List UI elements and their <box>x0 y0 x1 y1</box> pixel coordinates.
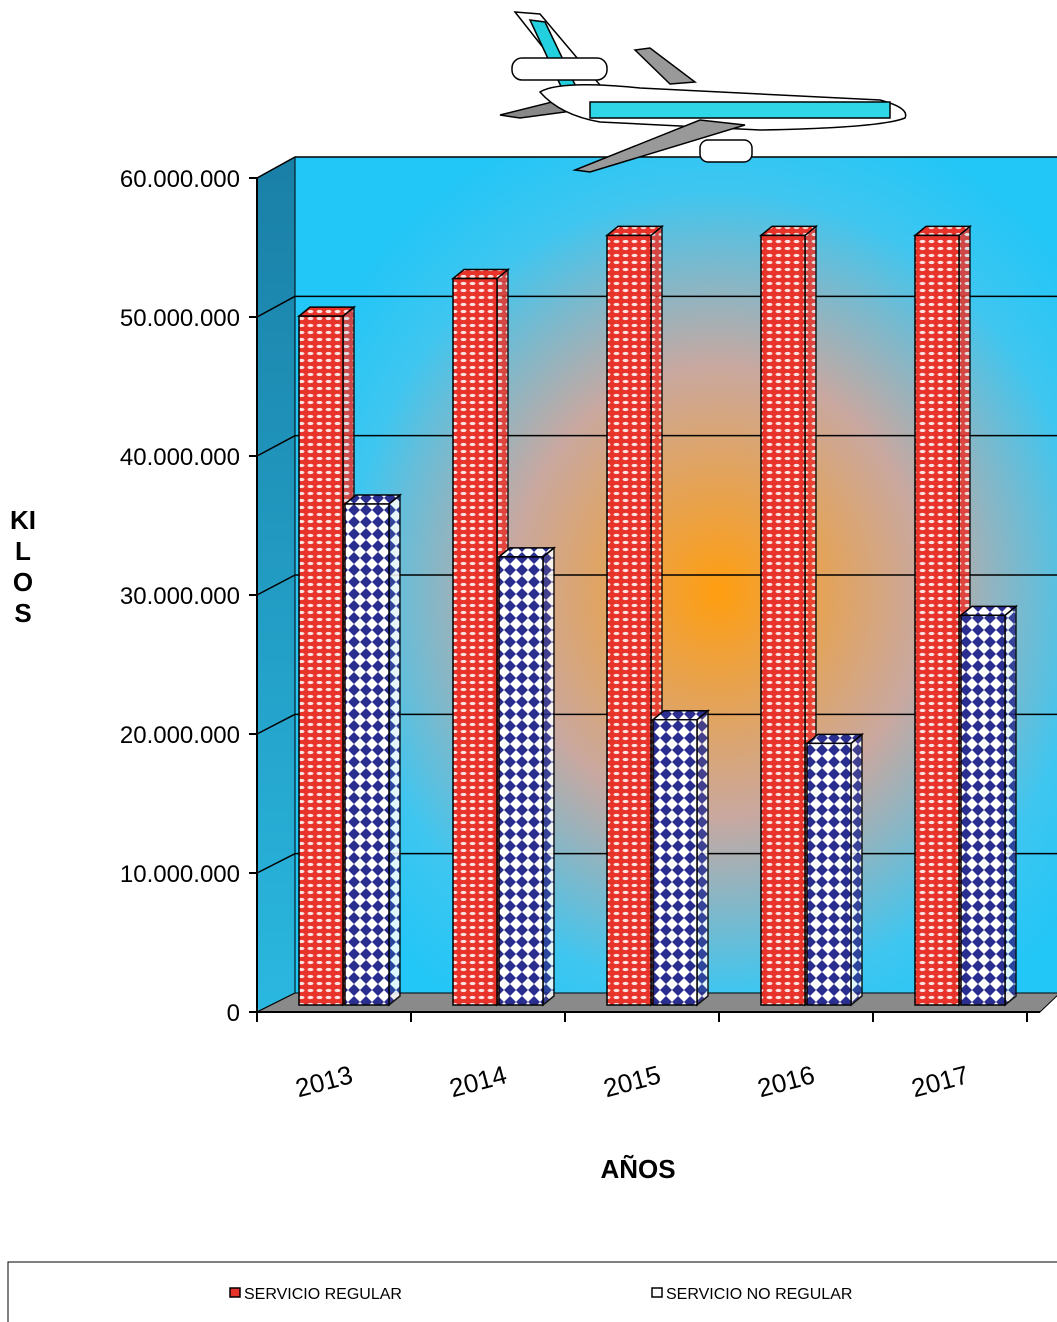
bar-side <box>542 546 555 1007</box>
bar <box>606 234 652 1006</box>
x-tick-label: 2016 <box>754 1059 818 1103</box>
y-axis-label: KILOS <box>10 505 36 628</box>
bar <box>344 503 390 1006</box>
y-tick-label: 40.000.000 <box>120 444 240 471</box>
y-tick-label: 0 <box>227 1000 240 1027</box>
bar <box>452 277 498 1006</box>
bar-side <box>696 709 709 1007</box>
bar <box>806 742 852 1006</box>
legend-label: SERVICIO REGULAR <box>244 1286 402 1303</box>
airplane <box>499 11 907 173</box>
bar <box>498 556 544 1006</box>
bar-top <box>450 268 511 280</box>
bar-top <box>496 547 557 558</box>
legend-label: SERVICIO NO REGULAR <box>666 1286 852 1303</box>
x-axis-label: AÑOS <box>600 1154 675 1184</box>
grid-line-side <box>256 435 296 457</box>
grid-line-side <box>256 156 296 179</box>
bar-top <box>604 225 665 237</box>
bar-top <box>912 225 973 237</box>
y-tick-label: 50.000.000 <box>120 305 240 332</box>
bar-top <box>758 225 819 237</box>
bar <box>760 234 806 1006</box>
grid-line-side <box>256 295 296 318</box>
bar-side <box>388 493 401 1007</box>
grid-line-side <box>256 852 296 874</box>
bar <box>298 315 344 1006</box>
x-tick-label: 2014 <box>446 1059 510 1103</box>
x-tick-label: 2013 <box>292 1059 356 1103</box>
legend-swatch <box>229 1287 241 1298</box>
bar-top <box>296 306 357 317</box>
grid-line-side <box>256 713 296 735</box>
bar-top <box>650 709 711 721</box>
legend-swatch <box>651 1287 663 1298</box>
y-tick-label: 20.000.000 <box>120 722 240 749</box>
bar <box>652 718 698 1006</box>
bar-side <box>850 732 863 1007</box>
y-tick-label: 60.000.000 <box>120 166 240 193</box>
bar-top <box>342 494 403 505</box>
legend-box <box>7 1261 1057 1322</box>
x-tick-label: 2015 <box>600 1059 664 1103</box>
x-tick-label: 2017 <box>908 1059 972 1103</box>
y-tick-label: 30.000.000 <box>120 583 240 610</box>
grid-line-side <box>256 574 296 596</box>
bar <box>960 614 1006 1006</box>
bar-top <box>958 605 1019 617</box>
bar-top <box>804 733 865 745</box>
y-tick-label: 10.000.000 <box>120 861 240 888</box>
bar <box>914 234 960 1006</box>
bar-side <box>1004 604 1017 1007</box>
